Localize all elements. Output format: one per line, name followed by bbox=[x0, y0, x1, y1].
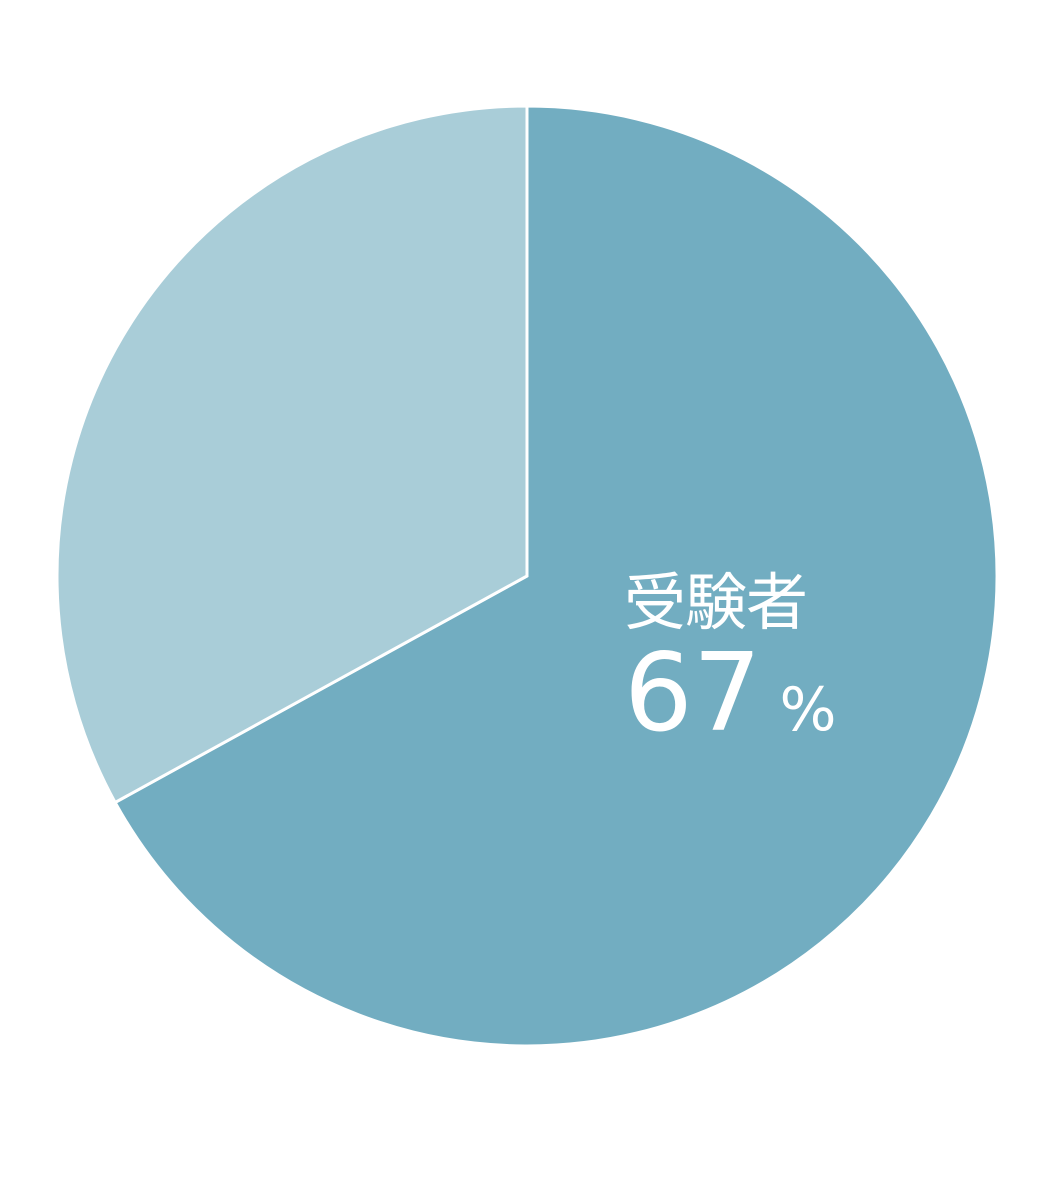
slice-label: 受験者 bbox=[624, 566, 808, 639]
pie-slice-1 bbox=[55, 104, 529, 805]
pie-slice-0 bbox=[113, 104, 999, 1048]
slice-unit: % bbox=[779, 675, 837, 745]
slice-value-label: 67% bbox=[624, 640, 836, 748]
slice-value: 67 bbox=[624, 631, 762, 756]
